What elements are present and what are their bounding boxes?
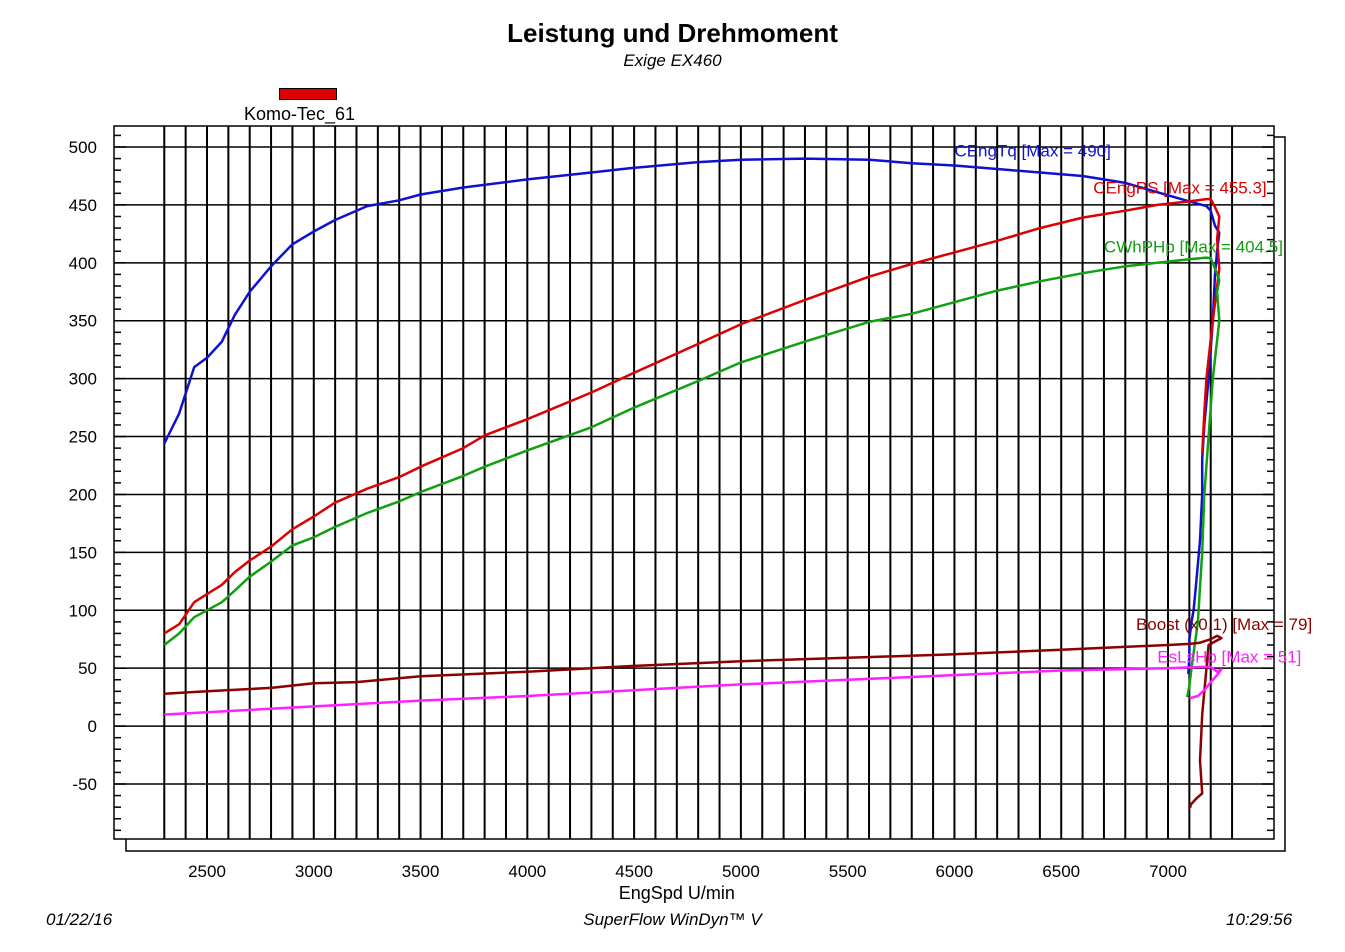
legend-label: Komo-Tec_61 bbox=[244, 104, 356, 124]
footer-date: 01/22/16 bbox=[46, 910, 113, 929]
y-tick-label: 0 bbox=[88, 717, 97, 736]
plot-area bbox=[113, 125, 1275, 840]
x-tick-label: 4500 bbox=[615, 862, 653, 881]
horizontal-gridlines bbox=[114, 146, 1274, 785]
series-line-boost-x0-1 bbox=[164, 634, 1223, 809]
series-annotation: EsLsHp [Max = 51] bbox=[1157, 647, 1301, 666]
y-tick-label: 500 bbox=[69, 138, 97, 157]
footer-software: SuperFlow WinDyn™ V bbox=[583, 910, 762, 929]
footer-time: 10:29:56 bbox=[1226, 910, 1293, 929]
x-tick-label: 2500 bbox=[188, 862, 226, 881]
series-annotation: CEngPS [Max = 455.3] bbox=[1093, 178, 1266, 197]
series-annotation: CEngTq [Max = 490] bbox=[954, 141, 1110, 160]
y-tick-label: 400 bbox=[69, 254, 97, 273]
series-line-cwhphp bbox=[163, 256, 1221, 698]
series-annotation: Boost (x0.1) [Max = 79] bbox=[1136, 615, 1312, 634]
series-line-cengps bbox=[163, 197, 1221, 635]
y-tick-label: 350 bbox=[69, 312, 97, 331]
x-axis-label: EngSpd U/min bbox=[619, 883, 735, 903]
x-tick-label: 5500 bbox=[829, 862, 867, 881]
y-tick-label: 300 bbox=[69, 370, 97, 389]
x-tick-label: 3500 bbox=[402, 862, 440, 881]
x-tick-label: 5000 bbox=[722, 862, 760, 881]
x-tick-label: 7000 bbox=[1149, 862, 1187, 881]
chart-title: Leistung und Drehmoment bbox=[507, 18, 838, 48]
y-tick-label: 150 bbox=[69, 543, 97, 562]
legend-swatch bbox=[279, 88, 337, 100]
y-tick-label: 450 bbox=[69, 196, 97, 215]
series-line-cengtq bbox=[163, 157, 1221, 675]
chart-subtitle: Exige EX460 bbox=[623, 51, 722, 70]
y-tick-label: 200 bbox=[69, 485, 97, 504]
y-axis-ticks bbox=[114, 134, 1274, 832]
vertical-gridlines bbox=[163, 126, 1234, 839]
x-tick-label: 6500 bbox=[1042, 862, 1080, 881]
y-tick-label: 100 bbox=[69, 601, 97, 620]
x-tick-label: 3000 bbox=[295, 862, 333, 881]
y-tick-label: 50 bbox=[78, 659, 97, 678]
x-tick-label: 4000 bbox=[508, 862, 546, 881]
x-tick-label: 6000 bbox=[936, 862, 974, 881]
y-tick-label: 250 bbox=[69, 428, 97, 447]
series-line-eslshp bbox=[164, 665, 1223, 716]
series-annotation: CWhPHp [Max = 404.5] bbox=[1104, 237, 1283, 256]
y-tick-label: -50 bbox=[72, 775, 97, 794]
